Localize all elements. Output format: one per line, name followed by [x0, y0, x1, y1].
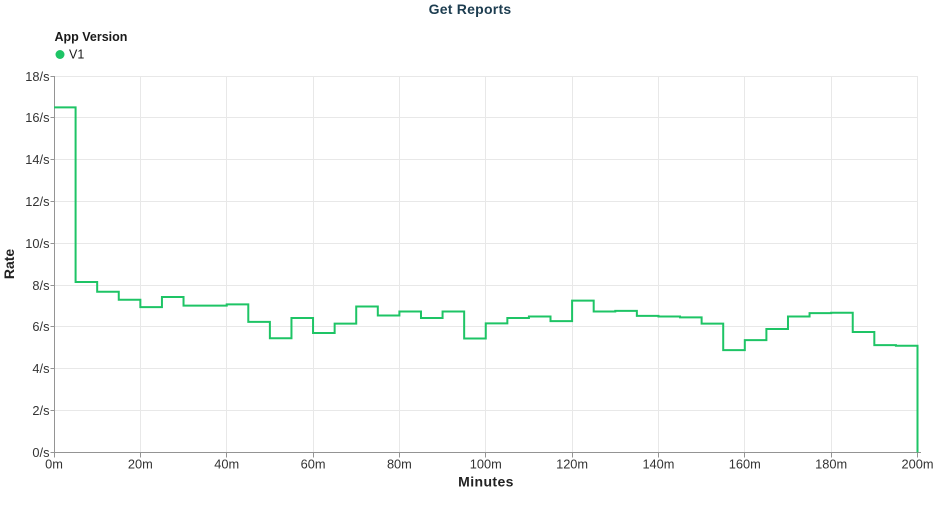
svg-text:10/s: 10/s [25, 236, 49, 251]
svg-text:80m: 80m [387, 457, 412, 472]
svg-text:Minutes: Minutes [458, 474, 514, 490]
svg-text:140m: 140m [642, 457, 674, 472]
svg-text:16/s: 16/s [25, 110, 49, 125]
svg-text:V1: V1 [69, 48, 84, 62]
svg-text:100m: 100m [470, 457, 502, 472]
svg-text:App Version: App Version [55, 30, 128, 44]
svg-text:20m: 20m [128, 457, 153, 472]
svg-text:0/s: 0/s [32, 445, 49, 460]
svg-text:Rate: Rate [1, 249, 17, 280]
svg-text:4/s: 4/s [32, 361, 49, 376]
svg-text:Get Reports: Get Reports [429, 1, 512, 17]
svg-text:40m: 40m [214, 457, 239, 472]
svg-text:120m: 120m [556, 457, 588, 472]
svg-text:200m: 200m [901, 457, 933, 472]
svg-text:2/s: 2/s [32, 403, 49, 418]
svg-text:18/s: 18/s [25, 69, 49, 84]
svg-text:6/s: 6/s [32, 319, 49, 334]
svg-text:160m: 160m [729, 457, 761, 472]
svg-text:8/s: 8/s [32, 278, 49, 293]
svg-text:12/s: 12/s [25, 194, 49, 209]
svg-text:0m: 0m [45, 457, 63, 472]
svg-text:14/s: 14/s [25, 152, 49, 167]
svg-text:180m: 180m [815, 457, 847, 472]
svg-text:60m: 60m [301, 457, 326, 472]
